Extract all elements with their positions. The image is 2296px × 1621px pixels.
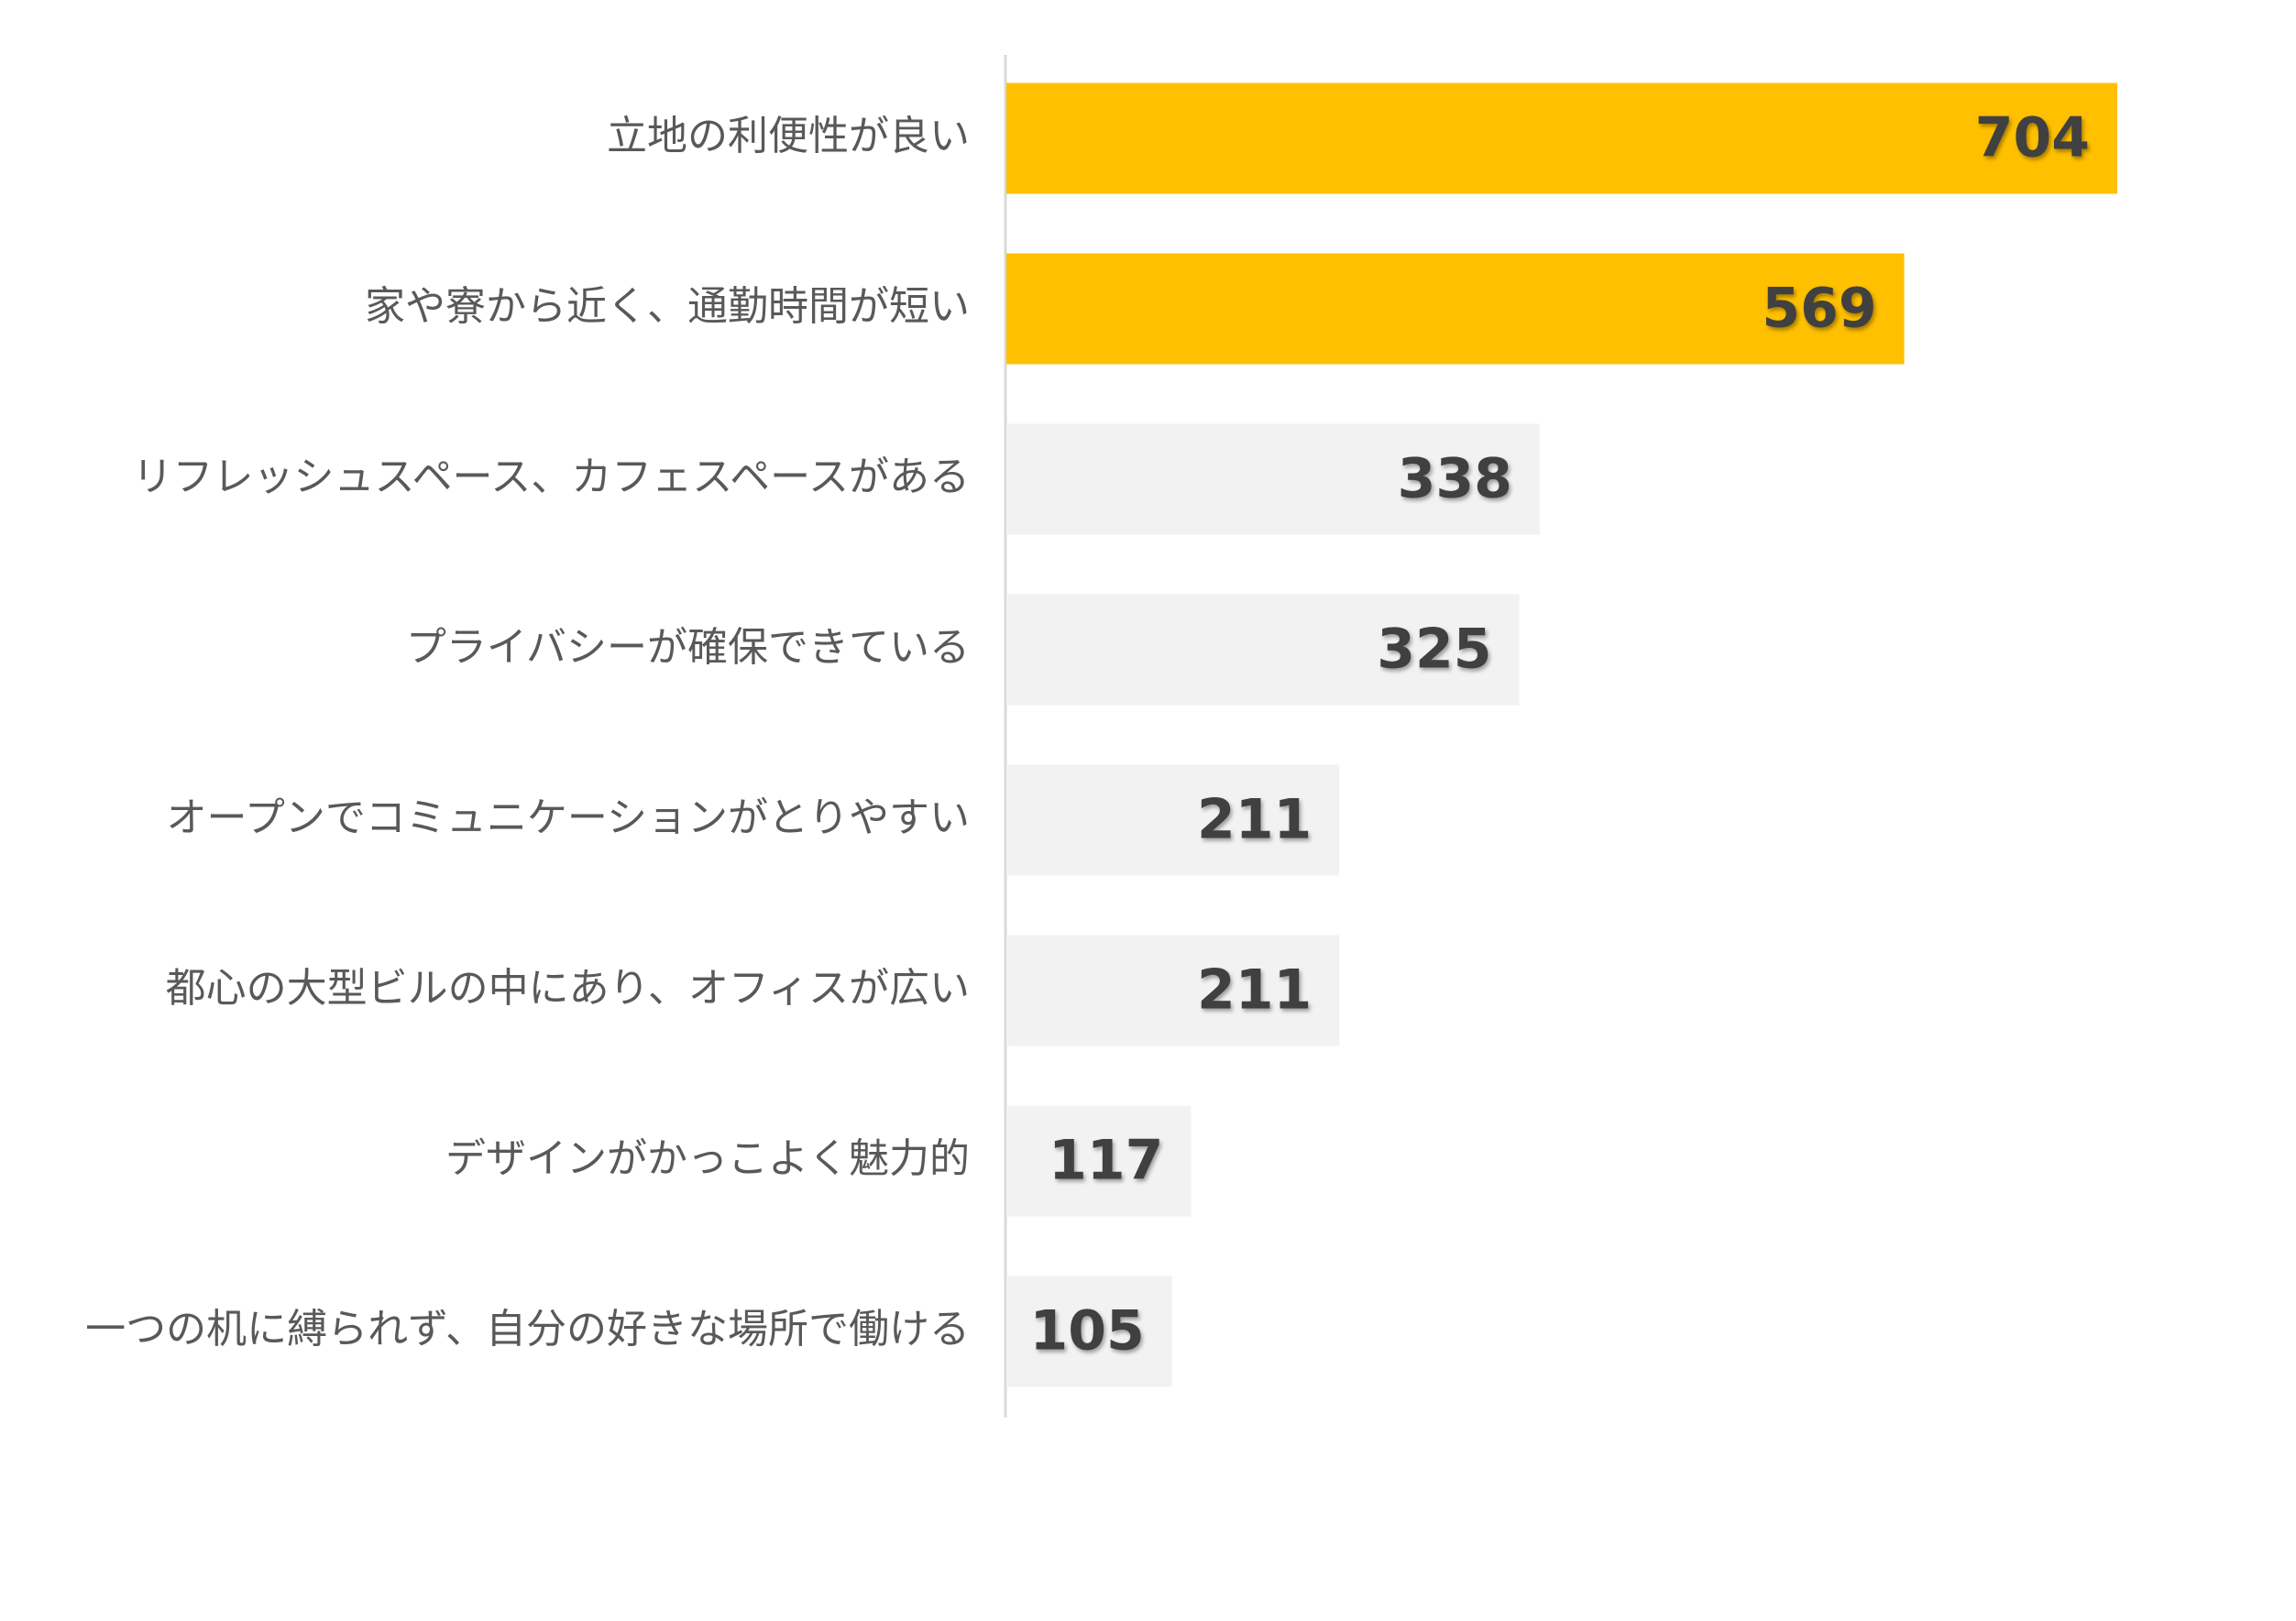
bar <box>1006 935 1340 1046</box>
bar <box>1006 253 1905 365</box>
category-label: プライバシーが確保できている <box>406 624 970 671</box>
category-label: 家や寮から近く、通勤時間が短い <box>365 283 970 330</box>
bar <box>1006 1276 1172 1387</box>
category-label: リフレッシュスペース、カフェスペースがある <box>133 454 970 500</box>
value-label: 325 <box>1377 618 1491 682</box>
bar <box>1006 764 1340 876</box>
value-label: 211 <box>1197 788 1312 852</box>
bar <box>1006 1105 1192 1217</box>
category-label: 立地の利便性が良い <box>607 113 970 159</box>
category-label: オープンでコミュニケーションがとりやすい <box>167 794 970 841</box>
category-label: デザインがかっこよく魅力的 <box>445 1135 970 1182</box>
value-label: 105 <box>1030 1299 1145 1364</box>
category-label: 一つの机に縛られず、自分の好きな場所で働ける <box>85 1306 970 1353</box>
value-label: 569 <box>1762 277 1876 341</box>
value-label: 338 <box>1398 447 1512 511</box>
value-label: 211 <box>1197 958 1312 1023</box>
bar <box>1006 423 1540 535</box>
category-label: 都心の大型ビルの中にあり、オフィスが広い <box>166 965 970 1012</box>
value-label: 117 <box>1049 1129 1163 1193</box>
value-label: 704 <box>1975 106 2090 170</box>
bar <box>1006 594 1520 706</box>
bar <box>1006 82 2117 194</box>
